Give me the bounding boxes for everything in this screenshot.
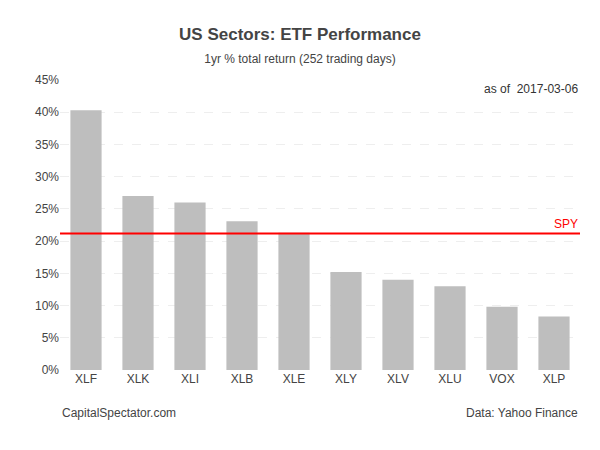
svg-text:XLU: XLU	[438, 372, 461, 386]
svg-text:Data: Yahoo Finance: Data: Yahoo Finance	[466, 406, 578, 420]
svg-text:XLB: XLB	[231, 372, 254, 386]
svg-text:XLV: XLV	[387, 372, 409, 386]
svg-text:1yr % total return (252 tradin: 1yr % total return (252 trading days)	[204, 52, 395, 66]
svg-text:XLK: XLK	[127, 372, 150, 386]
svg-text:25%: 25%	[35, 202, 59, 216]
svg-text:45%: 45%	[35, 73, 59, 87]
svg-text:0%: 0%	[42, 363, 60, 377]
svg-text:as of 2017-03-06: as of 2017-03-06	[484, 82, 578, 96]
svg-text:CapitalSpectator.com: CapitalSpectator.com	[62, 406, 176, 420]
svg-text:VOX: VOX	[489, 372, 514, 386]
svg-text:15%: 15%	[35, 267, 59, 281]
svg-text:35%: 35%	[35, 138, 59, 152]
svg-text:XLY: XLY	[335, 372, 357, 386]
svg-text:XLF: XLF	[75, 372, 97, 386]
svg-text:40%: 40%	[35, 105, 59, 119]
svg-text:US Sectors: ETF Performance: US Sectors: ETF Performance	[179, 25, 421, 44]
svg-text:5%: 5%	[42, 331, 60, 345]
svg-text:20%: 20%	[35, 234, 59, 248]
svg-text:XLE: XLE	[283, 372, 306, 386]
svg-text:XLP: XLP	[543, 372, 566, 386]
svg-text:XLI: XLI	[181, 372, 199, 386]
svg-text:30%: 30%	[35, 170, 59, 184]
svg-text:SPY: SPY	[554, 217, 578, 231]
svg-text:10%: 10%	[35, 299, 59, 313]
